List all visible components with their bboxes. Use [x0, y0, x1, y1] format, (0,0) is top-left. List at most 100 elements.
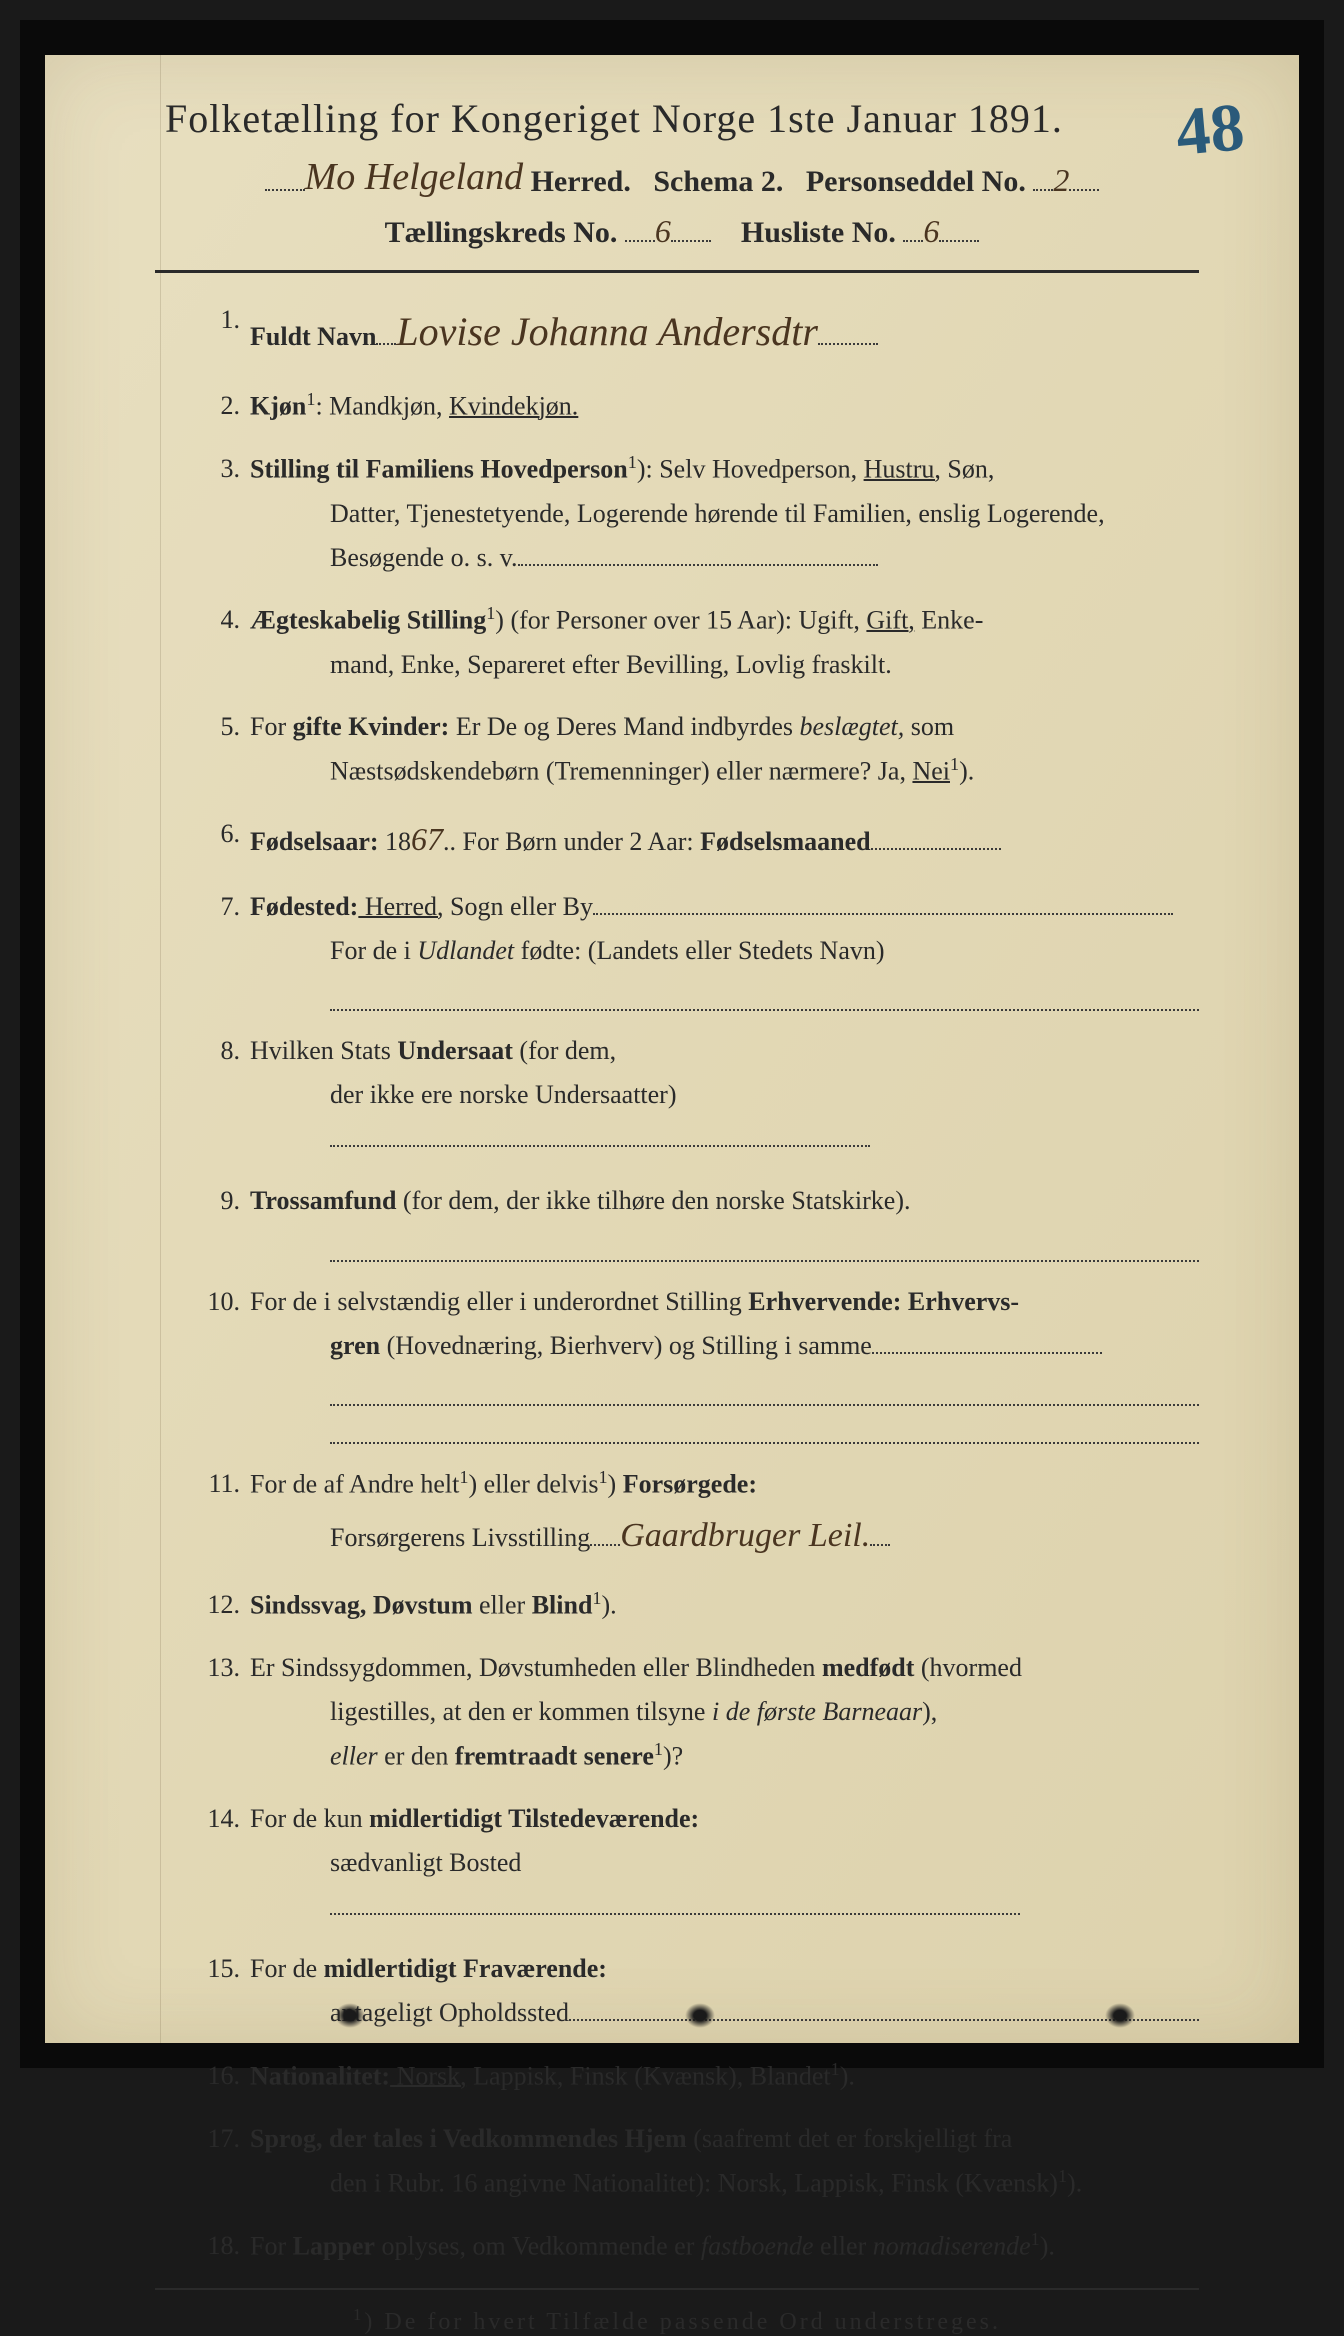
text: ).: [840, 2061, 855, 2090]
item-3: 3. Stilling til Familiens Hovedperson1):…: [195, 447, 1199, 580]
footer-divider: [155, 2288, 1199, 2290]
label: medfødt: [822, 1653, 914, 1682]
text: For de kun: [250, 1804, 369, 1833]
item-num: 10.: [195, 1280, 240, 1324]
title: Folketælling for Kongeriget Norge 1ste J…: [165, 95, 1199, 142]
continuation: ligestilles, at den er kommen tilsyne i …: [330, 1690, 1199, 1734]
page-damage: [335, 2003, 365, 2028]
continuation: Forsørgerens LivsstillingGaardbruger Lei…: [330, 1507, 1199, 1565]
item-num: 5.: [195, 705, 240, 749]
text: eller: [473, 1590, 532, 1619]
text: .. For Børn under 2 Aar:: [443, 827, 700, 856]
item-4: 4. Ægteskabelig Stilling1) (for Personer…: [195, 598, 1199, 687]
text: 18: [379, 827, 412, 856]
item-num: 13.: [195, 1646, 240, 1690]
text: ) (for Personer over 15 Aar): Ugift,: [495, 606, 866, 635]
label: midlertidigt Tilstedeværende:: [369, 1804, 699, 1833]
subtitle-1: Mo Helgeland Herred. Schema 2. Personsed…: [165, 157, 1199, 201]
page-damage: [685, 2003, 715, 2028]
form-header: Folketælling for Kongeriget Norge 1ste J…: [165, 95, 1199, 250]
dotted-line: [330, 981, 1199, 1011]
continuation: den i Rubr. 16 angivne Nationalitet): No…: [330, 2161, 1199, 2206]
footnote: 1) De for hvert Tilfælde passende Ord un…: [155, 2305, 1199, 2336]
text: (for dem, der ikke tilhøre den norske St…: [396, 1186, 910, 1215]
dotted-line: [330, 1376, 1199, 1406]
text: eller: [814, 2231, 873, 2260]
item-num: 1.: [195, 298, 240, 342]
tallingskreds-label: Tællingskreds No.: [385, 216, 618, 249]
item-num: 18.: [195, 2224, 240, 2268]
text: (for dem,: [513, 1036, 616, 1065]
item-8: 8. Hvilken Stats Undersaat (for dem, der…: [195, 1029, 1199, 1162]
selected-norsk: Norsk,: [390, 2061, 467, 2090]
continuation: der ikke ere norske Undersaatter): [330, 1073, 1199, 1161]
text: Enke-: [915, 606, 984, 635]
text: Hvilken Stats: [250, 1036, 397, 1065]
text: oplyses, om Vedkommende er: [375, 2231, 701, 2260]
label: Nationalitet:: [250, 2061, 390, 2090]
italic-text: fastboende: [701, 2231, 814, 2260]
text: ).: [1040, 2231, 1055, 2260]
item-num: 9.: [195, 1179, 240, 1223]
dotted-line: [330, 1414, 1199, 1444]
name-handwritten: Lovise Johanna Andersdtr: [396, 309, 817, 354]
item-5: 5. For gifte Kvinder: Er De og Deres Man…: [195, 705, 1199, 794]
text: (saafremt det er forskjelligt fra: [687, 2124, 1013, 2153]
item-18: 18. For Lapper oplyses, om Vedkommende e…: [195, 2224, 1199, 2269]
item-16: 16. Nationalitet: Norsk, Lappisk, Finsk …: [195, 2054, 1199, 2099]
item-num: 8.: [195, 1029, 240, 1073]
continuation: For de i Udlandet fødte: (Landets eller …: [330, 929, 1199, 973]
text: For de: [250, 1954, 324, 1983]
continuation: gren (Hovednæring, Bierhverv) og Stillin…: [330, 1324, 1199, 1368]
text: : Mandkjøn,: [315, 392, 449, 421]
item-num: 7.: [195, 885, 240, 929]
item-1: 1. Fuldt Navn Lovise Johanna Andersdtr: [195, 298, 1199, 366]
text: Er De og Deres Mand indbyrdes: [449, 712, 799, 741]
selected-gift: Gift,: [866, 606, 914, 635]
header-divider: [155, 270, 1199, 273]
label: midlertidigt Fraværende:: [324, 1954, 607, 1983]
schema-label: Schema 2.: [653, 165, 783, 198]
text: For: [250, 2231, 293, 2260]
label: Stilling til Familiens Hovedperson: [250, 455, 628, 484]
text: For: [250, 712, 293, 741]
item-13: 13. Er Sindssygdommen, Døvstumheden elle…: [195, 1646, 1199, 1779]
item-num: 6.: [195, 812, 240, 856]
text: ): [608, 1470, 623, 1499]
selected-hustru: Hustru,: [864, 455, 941, 484]
label: gifte Kvinder:: [293, 712, 450, 741]
continuation: eller er den fremtraadt senere1)?: [330, 1734, 1199, 1779]
item-11: 11. For de af Andre helt1) eller delvis1…: [195, 1462, 1199, 1565]
continuation: Datter, Tjenestetyende, Logerende hørend…: [330, 492, 1199, 580]
husliste-no: 6: [923, 213, 939, 249]
year-handwritten: 67: [411, 821, 443, 857]
item-num: 11.: [195, 1462, 240, 1506]
item-num: 16.: [195, 2054, 240, 2098]
label: Erhvervende: Erhvervs-: [748, 1287, 1019, 1316]
label: Trossamfund: [250, 1186, 396, 1215]
text: Lappisk, Finsk (Kvænsk), Blandet: [467, 2061, 831, 2090]
text: ).: [602, 1590, 617, 1619]
item-num: 17.: [195, 2117, 240, 2161]
label: Forsørgede:: [623, 1470, 757, 1499]
label: Fuldt Navn: [250, 322, 376, 351]
item-9: 9. Trossamfund (for dem, der ikke tilhør…: [195, 1179, 1199, 1261]
archive-page-number: 48: [1173, 87, 1248, 172]
selected-kvindekjon: Kvindekjøn.: [449, 392, 578, 421]
selected-nei: Nei: [912, 757, 950, 786]
continuation: mand, Enke, Separeret efter Bevilling, L…: [330, 643, 1199, 687]
label: Ægteskabelig Stilling: [250, 606, 486, 635]
item-17: 17. Sprog, der tales i Vedkommendes Hjem…: [195, 2117, 1199, 2206]
item-num: 15.: [195, 1947, 240, 1991]
text: For de af Andre helt: [250, 1470, 459, 1499]
italic-text: beslægtet,: [800, 712, 905, 741]
continuation: Næstsødskendebørn (Tremenninger) eller n…: [330, 749, 1199, 794]
text: Er Sindssygdommen, Døvstumheden eller Bl…: [250, 1653, 822, 1682]
page-damage: [1105, 2003, 1135, 2028]
tallingskreds-no: 6: [655, 213, 671, 249]
italic-text: nomadiserende: [873, 2231, 1031, 2260]
selected-herred: Herred,: [358, 892, 443, 921]
item-6: 6. Fødselsaar: 1867.. For Børn under 2 A…: [195, 812, 1199, 866]
personseddel-label: Personseddel No.: [806, 165, 1026, 198]
label: Sindssvag, Døvstum: [250, 1590, 473, 1619]
